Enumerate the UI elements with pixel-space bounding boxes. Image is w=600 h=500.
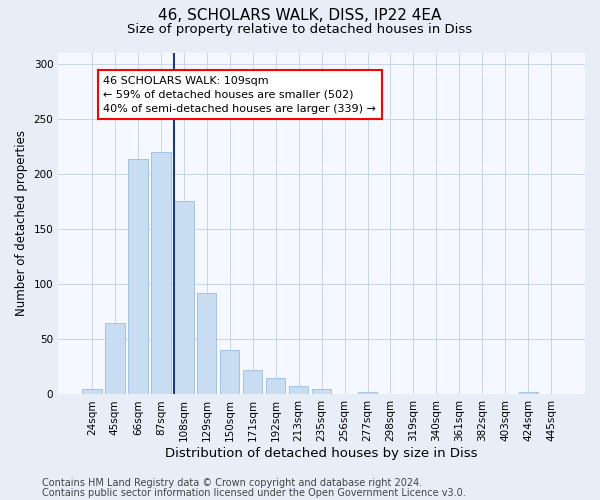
Text: 46 SCHOLARS WALK: 109sqm
← 59% of detached houses are smaller (502)
40% of semi-: 46 SCHOLARS WALK: 109sqm ← 59% of detach… xyxy=(103,76,376,114)
Bar xyxy=(128,160,148,394)
Bar xyxy=(174,202,194,394)
Bar xyxy=(289,386,308,394)
Text: 46, SCHOLARS WALK, DISS, IP22 4EA: 46, SCHOLARS WALK, DISS, IP22 4EA xyxy=(158,8,442,22)
Bar xyxy=(197,293,217,394)
Text: Contains HM Land Registry data © Crown copyright and database right 2024.: Contains HM Land Registry data © Crown c… xyxy=(42,478,422,488)
Bar xyxy=(151,152,170,394)
Bar xyxy=(358,392,377,394)
Bar xyxy=(266,378,286,394)
Bar xyxy=(105,323,125,394)
X-axis label: Distribution of detached houses by size in Diss: Distribution of detached houses by size … xyxy=(166,447,478,460)
Bar xyxy=(518,392,538,394)
Bar xyxy=(243,370,262,394)
Bar xyxy=(82,389,101,394)
Y-axis label: Number of detached properties: Number of detached properties xyxy=(15,130,28,316)
Bar xyxy=(220,350,239,395)
Text: Contains public sector information licensed under the Open Government Licence v3: Contains public sector information licen… xyxy=(42,488,466,498)
Bar xyxy=(312,389,331,394)
Text: Size of property relative to detached houses in Diss: Size of property relative to detached ho… xyxy=(127,22,473,36)
